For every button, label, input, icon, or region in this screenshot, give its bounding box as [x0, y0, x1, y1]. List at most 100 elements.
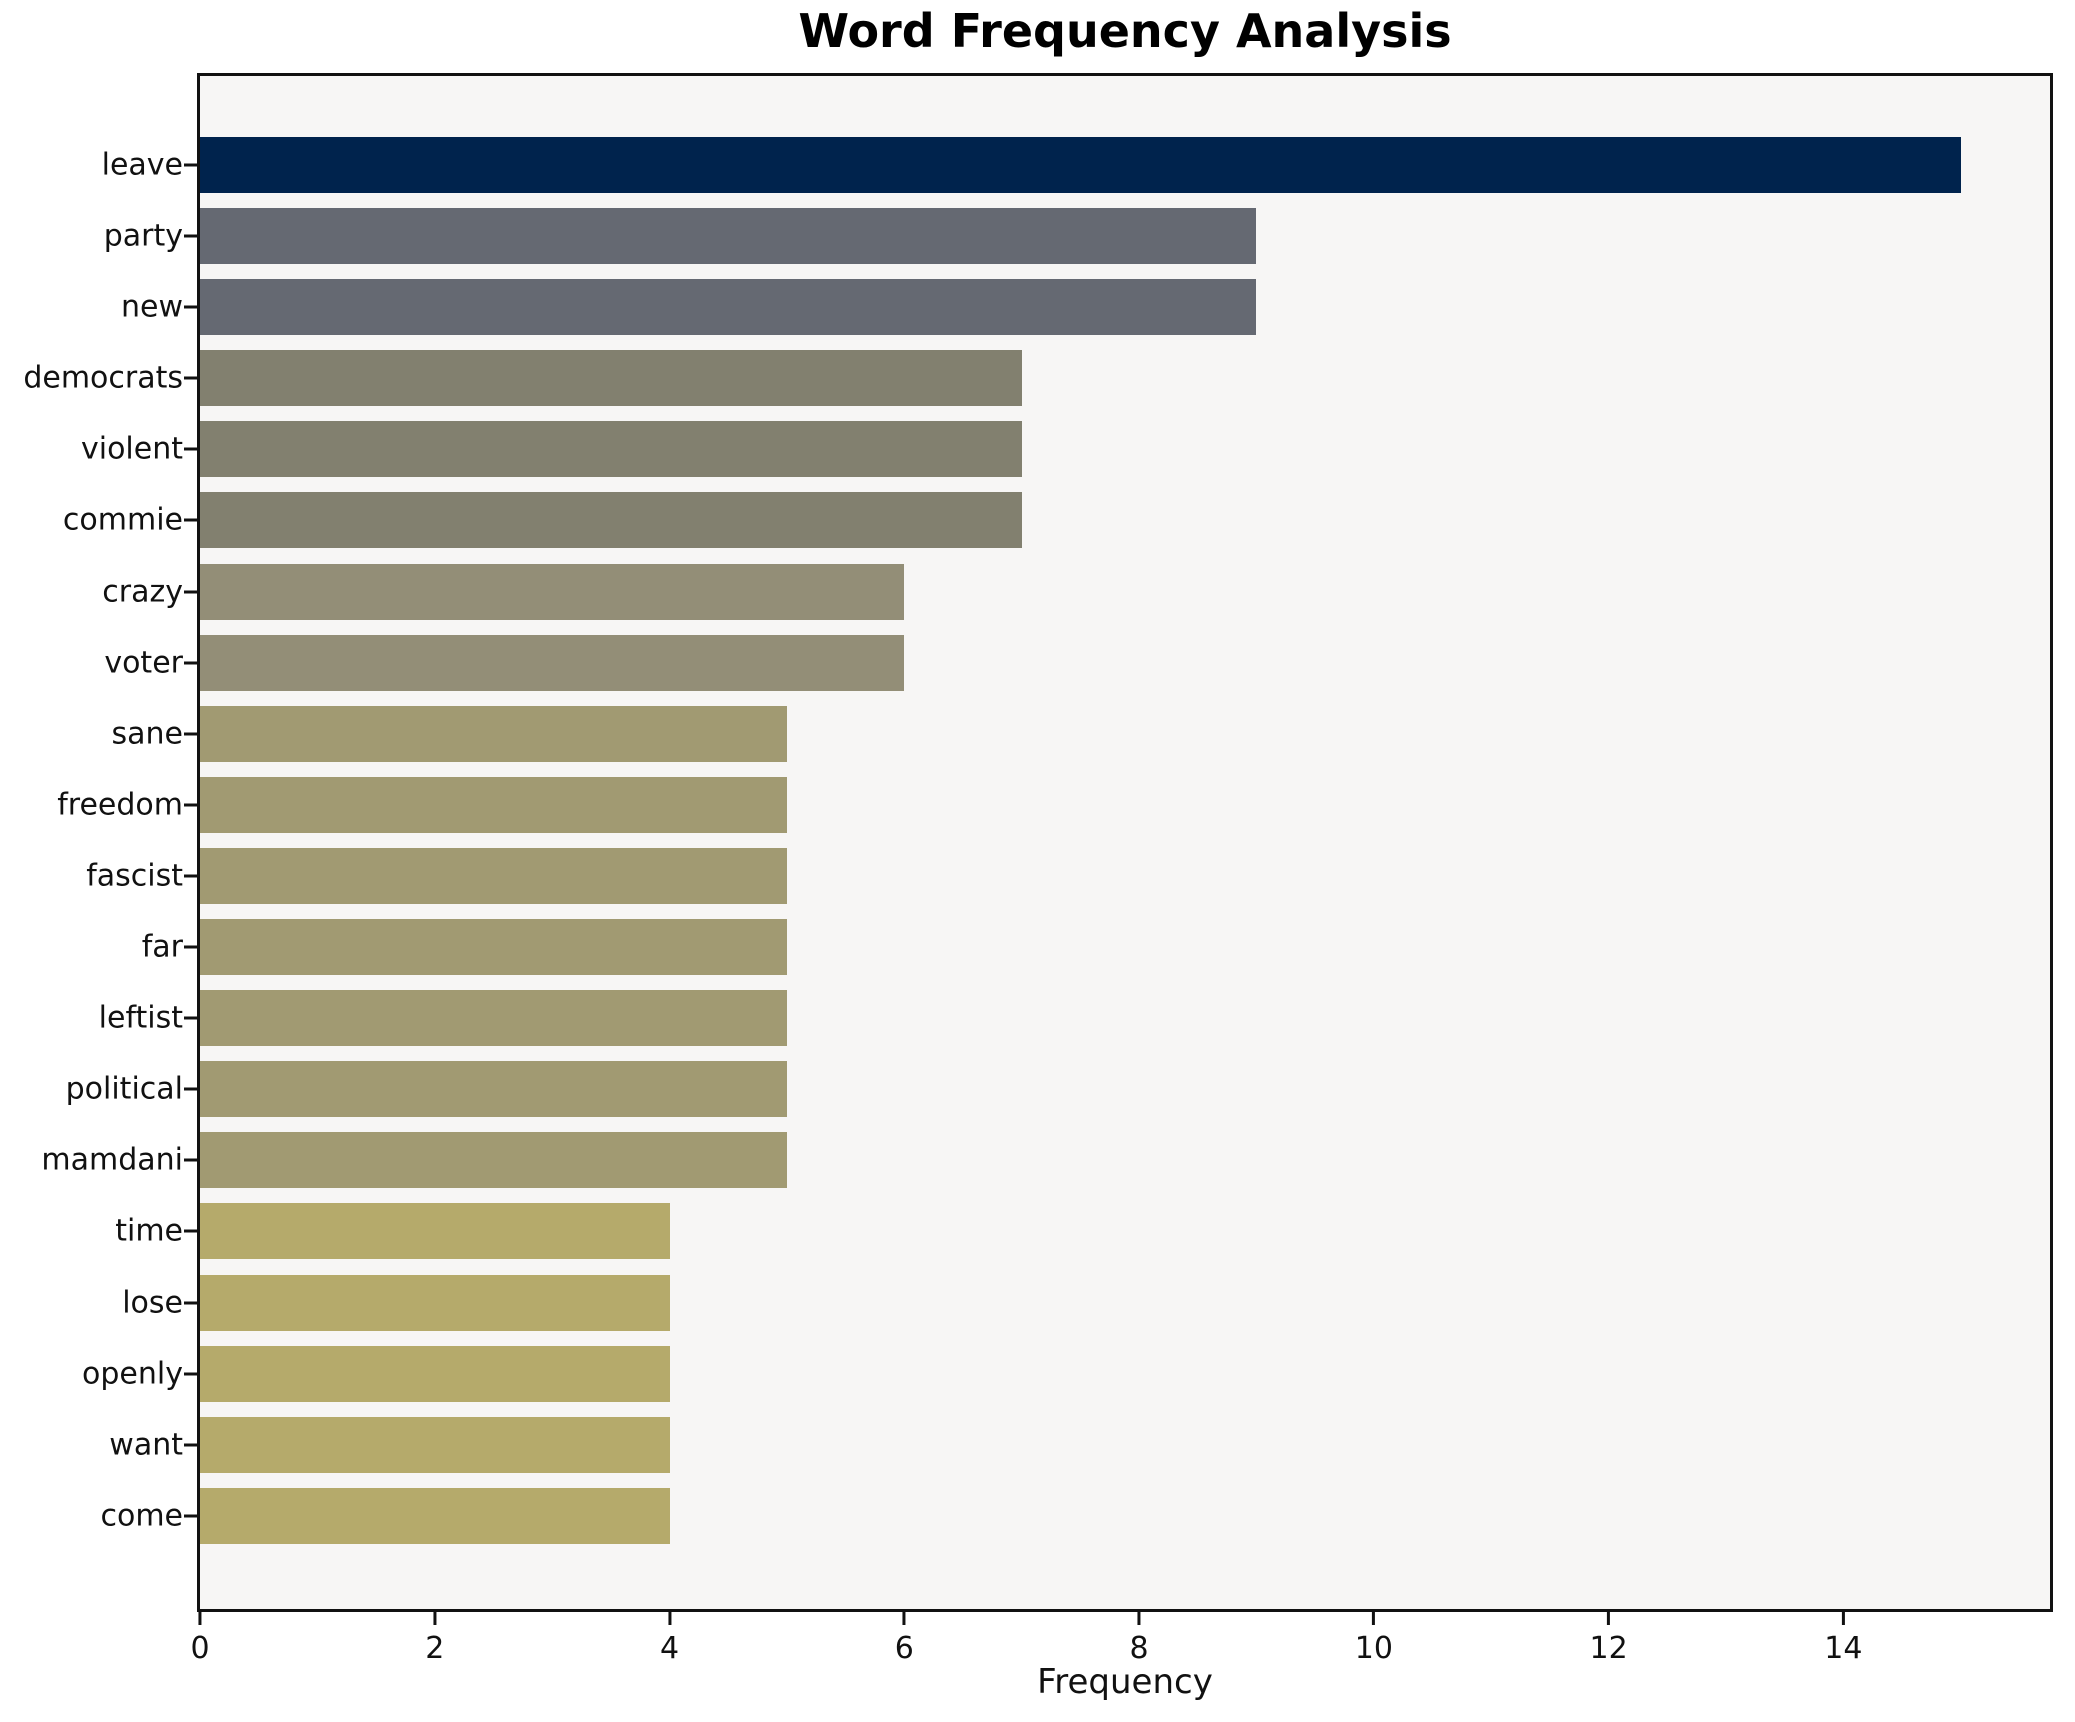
- x-tick-mark: [1841, 1612, 1845, 1625]
- y-tick-label: far: [141, 929, 183, 965]
- bar-row: want: [109, 1416, 2050, 1473]
- y-tick-mark: [184, 590, 197, 594]
- bar: [200, 137, 1961, 193]
- bar-row: crazy: [102, 563, 2050, 620]
- y-tick-mark: [184, 163, 197, 167]
- bars-area: leave party new democrats violent commie crazy…: [23, 76, 2050, 1609]
- y-tick-label: violent: [80, 431, 183, 467]
- bar-row: freedom: [57, 776, 2050, 833]
- y-tick-mark: [184, 376, 197, 380]
- y-tick-label: democrats: [23, 360, 183, 396]
- y-tick-label: political: [65, 1071, 183, 1107]
- y-tick-label: leave: [101, 147, 183, 183]
- bar: [200, 492, 1022, 549]
- y-tick-label: come: [100, 1498, 183, 1534]
- y-tick-label: lose: [122, 1285, 183, 1320]
- bar-row: lose: [122, 1274, 2050, 1331]
- y-tick-label: sane: [111, 716, 183, 752]
- bar-row: openly: [82, 1345, 2050, 1402]
- y-tick-label: freedom: [57, 787, 183, 823]
- bar-row: fascist: [86, 847, 2050, 904]
- plot-area: leave party new democrats violent commie crazy…: [23, 73, 2053, 1612]
- y-tick-label: want: [109, 1427, 183, 1463]
- x-tick-label: 12: [1589, 1631, 1628, 1666]
- x-tick: 0: [190, 1612, 210, 1666]
- bar-row: voter: [104, 634, 2050, 691]
- x-tick: 2: [425, 1612, 444, 1666]
- bar: [200, 350, 1022, 407]
- bar-row: far: [142, 919, 2050, 976]
- bar: [200, 776, 787, 833]
- y-tick-mark: [184, 234, 197, 238]
- y-tick-mark: [184, 1372, 197, 1376]
- y-tick-label: openly: [82, 1356, 183, 1392]
- bar: [200, 990, 787, 1047]
- bar: [200, 919, 787, 976]
- y-tick-mark: [184, 518, 197, 522]
- y-tick-label: time: [115, 1213, 183, 1249]
- y-tick-label: new: [120, 289, 183, 325]
- x-axis: 0 2 4 6 8 10 12 14: [190, 1612, 2050, 1672]
- bar: [200, 705, 787, 762]
- x-tick: 4: [660, 1612, 679, 1666]
- bar-row: party: [104, 208, 2050, 265]
- bar-row: political: [66, 1061, 2050, 1118]
- x-axis-title: Frequency: [1037, 1662, 1213, 1702]
- y-tick-mark: [184, 1158, 197, 1162]
- bar-row: come: [100, 1487, 2050, 1544]
- bar-row: violent: [81, 421, 2050, 478]
- x-tick-label: 6: [894, 1631, 914, 1666]
- y-tick-mark: [184, 1301, 197, 1304]
- x-tick: 10: [1355, 1612, 1393, 1666]
- y-tick-mark: [184, 1016, 197, 1020]
- bar: [200, 421, 1022, 478]
- x-tick: 14: [1824, 1612, 1862, 1666]
- y-tick-mark: [184, 732, 197, 736]
- x-tick-mark: [668, 1612, 672, 1625]
- bar: [200, 1345, 670, 1402]
- bar: [200, 634, 905, 691]
- bar-row: new: [121, 279, 2050, 336]
- bar-row: leave: [102, 137, 2050, 193]
- y-tick-mark: [184, 305, 197, 309]
- y-tick-label: fascist: [86, 858, 183, 894]
- y-tick-label: leftist: [98, 1000, 183, 1036]
- bar: [200, 1487, 670, 1544]
- y-tick-label: crazy: [102, 574, 183, 610]
- x-tick-label: 10: [1354, 1631, 1393, 1666]
- x-tick-label: 4: [659, 1631, 680, 1666]
- bar-row: sane: [112, 705, 2050, 762]
- bar: [200, 563, 905, 620]
- x-tick-mark: [433, 1612, 437, 1625]
- y-tick-mark: [184, 1514, 197, 1518]
- x-tick-mark: [1607, 1612, 1611, 1625]
- chart-title: Word Frequency Analysis: [798, 4, 1452, 58]
- y-tick-label: voter: [104, 645, 183, 681]
- bar-row: time: [115, 1203, 2050, 1260]
- y-tick-label: mamdani: [41, 1142, 183, 1178]
- y-tick-label: party: [103, 218, 183, 254]
- y-tick-mark: [184, 803, 197, 807]
- bar: [200, 1203, 670, 1260]
- x-tick-mark: [1372, 1612, 1376, 1625]
- x-tick: 8: [1130, 1612, 1149, 1666]
- bar: [200, 1061, 787, 1118]
- x-tick-label: 8: [1129, 1631, 1149, 1666]
- x-tick: 6: [895, 1612, 914, 1666]
- bar-row: mamdani: [41, 1132, 2050, 1189]
- bar: [200, 279, 1257, 336]
- bar: [200, 1274, 670, 1331]
- x-tick-label: 0: [190, 1631, 210, 1666]
- y-tick-mark: [184, 1087, 197, 1091]
- x-tick-label: 14: [1824, 1631, 1863, 1666]
- bar: [200, 847, 787, 904]
- bar: [200, 208, 1257, 265]
- y-tick-mark: [184, 661, 197, 665]
- x-tick-mark: [198, 1612, 202, 1625]
- x-tick: 12: [1590, 1612, 1628, 1666]
- y-tick-mark: [184, 945, 197, 949]
- y-tick-mark: [184, 874, 197, 878]
- bar: [200, 1132, 787, 1189]
- x-tick-mark: [902, 1612, 906, 1625]
